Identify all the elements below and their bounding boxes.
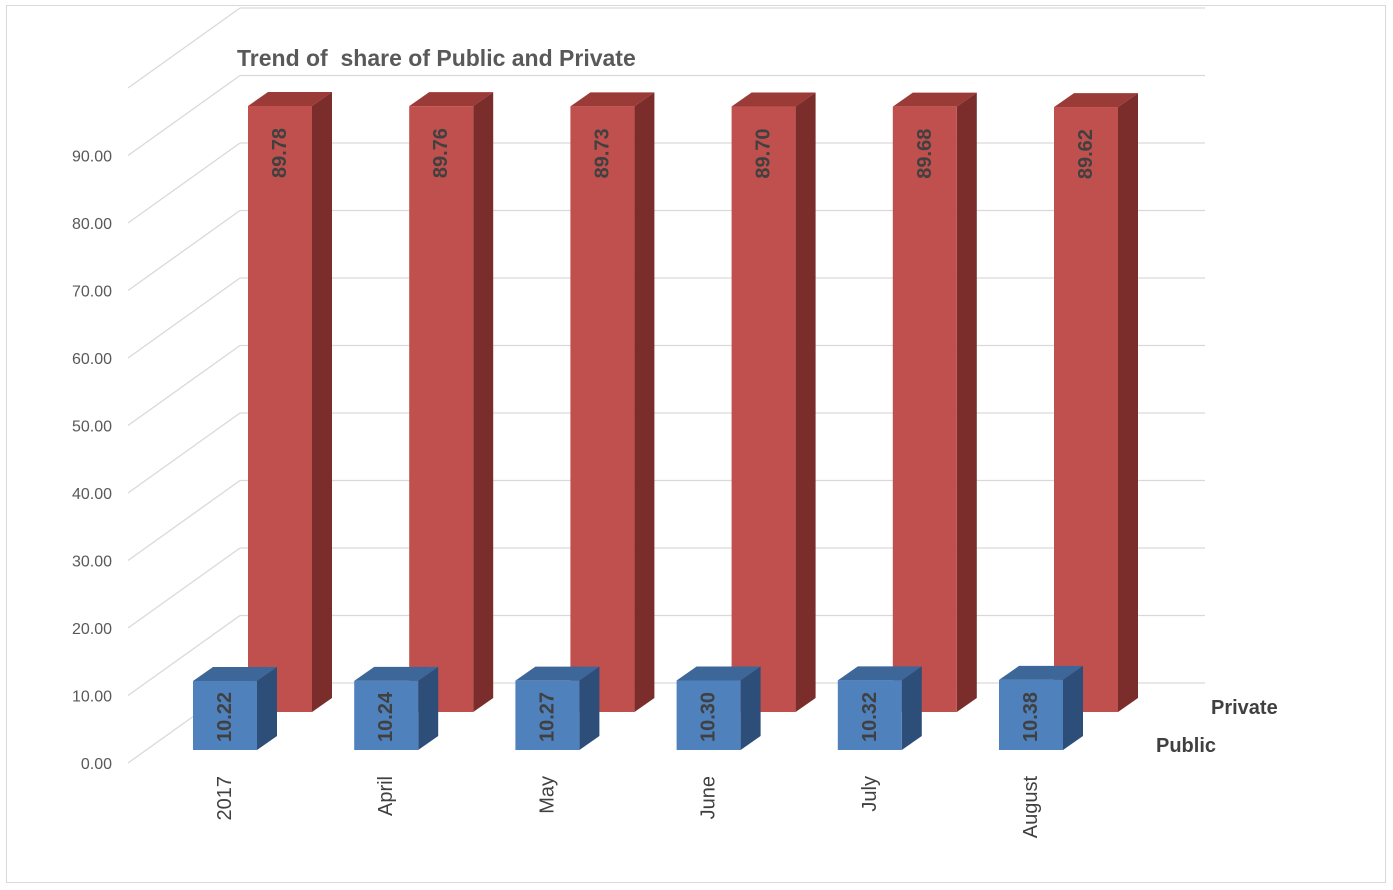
bar-public-side xyxy=(418,666,439,750)
gridline-diagonal xyxy=(127,277,241,359)
bar-private-front xyxy=(409,106,474,713)
gridline-diagonal xyxy=(127,412,241,494)
bar-public-top xyxy=(515,666,600,681)
bar-public-side xyxy=(740,666,761,750)
series-label-private: Private xyxy=(1211,697,1278,719)
data-label: 89.62 xyxy=(1075,129,1097,179)
bar-private: 89.76 xyxy=(409,92,494,713)
bar-public-side xyxy=(579,666,600,750)
bar-public: 10.32 xyxy=(837,666,922,750)
bar-private-front xyxy=(731,106,796,712)
bar-public-front xyxy=(999,679,1063,750)
bar-public: 10.30 xyxy=(676,666,761,750)
data-label: 89.73 xyxy=(591,128,613,178)
bar-public-top xyxy=(354,666,439,681)
bar-private-side xyxy=(473,92,494,713)
bar-private-side xyxy=(795,92,816,712)
bar-public-front xyxy=(193,681,257,750)
bar-private-front xyxy=(570,106,635,712)
bar-public-side xyxy=(257,667,277,750)
y-tick-label: 80.00 xyxy=(72,216,112,233)
x-axis-ticks: 2017 April May June July August xyxy=(214,776,1042,839)
bar-private-front xyxy=(248,105,312,713)
y-axis-ticks: 0.00 10.00 20.00 30.00 40.00 50.00 60.00 70.00 8… xyxy=(72,149,112,774)
bar-private-side xyxy=(634,92,655,712)
bar-private: 89.68 xyxy=(892,92,977,712)
bars: 89.78 89.76 89.73 89.70 89.68 89.62 10.22 10.24… xyxy=(193,91,1138,750)
bar-private: 89.70 xyxy=(731,92,816,712)
y-tick-label: 0.00 xyxy=(81,756,112,773)
bar-public-front xyxy=(354,680,419,750)
bar-private: 89.73 xyxy=(570,92,655,712)
bar-private: 89.62 xyxy=(1054,93,1138,712)
x-tick-label: June xyxy=(698,776,720,819)
bar-private-top xyxy=(248,91,332,106)
gridline-diagonal xyxy=(127,614,241,697)
bar-private-side xyxy=(1118,93,1138,712)
bar-public-side xyxy=(1063,665,1083,750)
bar-public-front xyxy=(515,680,580,750)
data-label: 89.68 xyxy=(914,129,936,179)
bar-public-front xyxy=(837,680,902,750)
data-label: 10.32 xyxy=(859,692,881,742)
gridline-diagonal xyxy=(127,547,241,629)
data-label: 10.30 xyxy=(698,692,720,742)
y-tick-label: 60.00 xyxy=(72,351,112,368)
bar-public: 10.24 xyxy=(354,666,439,750)
bar-private-front xyxy=(1054,107,1118,712)
gridline-diagonal xyxy=(127,142,241,224)
bar-public: 10.22 xyxy=(193,667,277,750)
gridline-diagonal xyxy=(127,344,241,427)
bar-public-top xyxy=(193,667,277,682)
x-tick-label: April xyxy=(375,776,397,816)
gridline-diagonal xyxy=(127,209,241,292)
y-tick-label: 10.00 xyxy=(72,689,112,706)
chart-title: Trend of share of Public and Private xyxy=(237,45,636,71)
bar-private-side xyxy=(312,91,332,713)
series-labels: Private Public xyxy=(1156,697,1278,757)
bar-private-front xyxy=(892,106,957,712)
bar-private-top xyxy=(570,92,655,107)
data-label: 89.78 xyxy=(269,128,291,178)
gridline-diagonal xyxy=(127,479,241,562)
bar-public-side xyxy=(901,666,922,750)
x-tick-label: July xyxy=(859,776,881,812)
data-label: 10.22 xyxy=(214,692,236,742)
y-tick-label: 90.00 xyxy=(72,149,112,166)
y-tick-label: 40.00 xyxy=(72,486,112,503)
gridline-diagonal xyxy=(127,7,241,89)
bar-public-top xyxy=(999,665,1083,680)
y-tick-label: 50.00 xyxy=(72,419,112,436)
data-label: 10.27 xyxy=(536,692,558,742)
y-tick-label: 20.00 xyxy=(72,621,112,638)
bar-private-top xyxy=(731,92,816,107)
bar-private-top xyxy=(409,92,494,107)
y-tick-label: 30.00 xyxy=(72,554,112,571)
y-tick-label: 70.00 xyxy=(72,284,112,301)
data-label: 10.24 xyxy=(375,691,397,742)
data-label: 10.38 xyxy=(1020,692,1042,742)
bar-public: 10.27 xyxy=(515,666,600,750)
bar-private-top xyxy=(1054,93,1138,108)
bar-private-side xyxy=(956,92,977,712)
bar-public: 10.38 xyxy=(999,665,1083,750)
bar-public-top xyxy=(676,666,761,681)
x-tick-label: 2017 xyxy=(214,776,236,821)
bar-private-top xyxy=(892,92,977,107)
bar-private: 89.78 xyxy=(248,91,332,713)
x-tick-label: May xyxy=(536,776,558,814)
bar-public-top xyxy=(837,666,922,681)
bar-public-front xyxy=(676,680,741,750)
data-label: 89.76 xyxy=(430,128,452,178)
gridline-diagonal xyxy=(127,74,241,157)
series-label-public: Public xyxy=(1156,735,1216,757)
data-label: 89.70 xyxy=(753,129,775,179)
x-tick-label: August xyxy=(1020,776,1042,839)
